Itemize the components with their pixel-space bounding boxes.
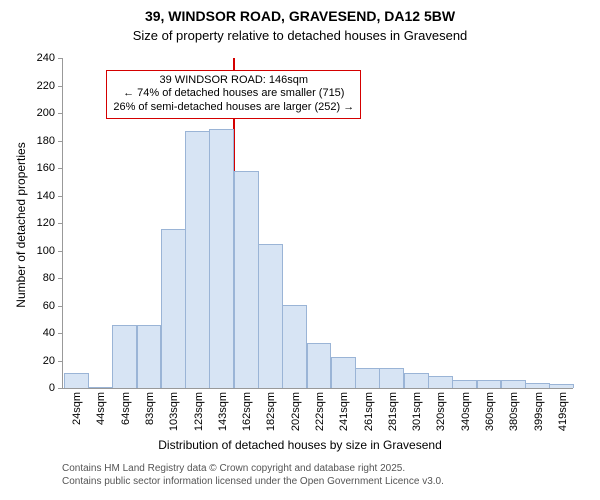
- histogram-bar: [477, 380, 502, 388]
- histogram-bar: [137, 325, 162, 388]
- chart-title-line2: Size of property relative to detached ho…: [0, 28, 600, 43]
- histogram-bar: [234, 171, 259, 388]
- y-tick-label: 120: [37, 217, 63, 229]
- x-tick-label: 360sqm: [484, 388, 496, 431]
- histogram-bar: [161, 229, 186, 388]
- x-tick-label: 83sqm: [144, 388, 156, 425]
- y-axis-label: Number of detached properties: [14, 60, 28, 390]
- annotation-line1: 39 WINDSOR ROAD: 146sqm: [113, 74, 354, 88]
- histogram-bar: [428, 376, 453, 388]
- x-tick-label: 143sqm: [217, 388, 229, 431]
- annotation-line3: 26% of semi-detached houses are larger (…: [113, 101, 354, 115]
- histogram-bar: [112, 325, 137, 388]
- x-tick-label: 103sqm: [168, 388, 180, 431]
- y-tick-label: 220: [37, 80, 63, 92]
- plot-area: 39 WINDSOR ROAD: 146sqm ← 74% of detache…: [62, 58, 573, 389]
- x-tick-label: 301sqm: [411, 388, 423, 431]
- footer-attribution: Contains HM Land Registry data © Crown c…: [62, 462, 444, 488]
- x-tick-label: 380sqm: [508, 388, 520, 431]
- y-tick-label: 0: [49, 382, 63, 394]
- histogram-bar: [404, 373, 429, 388]
- y-tick-label: 240: [37, 52, 63, 64]
- y-tick-label: 180: [37, 135, 63, 147]
- histogram-bar: [258, 244, 283, 388]
- y-tick-label: 160: [37, 162, 63, 174]
- y-tick-label: 140: [37, 190, 63, 202]
- histogram-bar: [501, 380, 526, 388]
- histogram-bar: [331, 357, 356, 388]
- y-tick-label: 100: [37, 245, 63, 257]
- histogram-bar: [282, 305, 307, 389]
- x-axis-label: Distribution of detached houses by size …: [0, 438, 600, 452]
- y-tick-label: 60: [43, 300, 63, 312]
- chart-container: { "layout": { "width": 600, "height": 50…: [0, 0, 600, 500]
- x-tick-label: 162sqm: [241, 388, 253, 431]
- histogram-bar: [185, 131, 210, 388]
- histogram-bar: [452, 380, 477, 388]
- x-tick-label: 123sqm: [193, 388, 205, 431]
- x-tick-label: 222sqm: [314, 388, 326, 431]
- chart-title-line1: 39, WINDSOR ROAD, GRAVESEND, DA12 5BW: [0, 8, 600, 24]
- histogram-bar: [209, 129, 234, 389]
- histogram-bar: [64, 373, 89, 388]
- x-tick-label: 320sqm: [435, 388, 447, 431]
- histogram-bar: [355, 368, 380, 388]
- footer-line1: Contains HM Land Registry data © Crown c…: [62, 462, 444, 475]
- x-tick-label: 44sqm: [95, 388, 107, 425]
- x-tick-label: 182sqm: [265, 388, 277, 431]
- x-tick-label: 64sqm: [120, 388, 132, 425]
- x-tick-label: 202sqm: [290, 388, 302, 431]
- x-tick-label: 24sqm: [71, 388, 83, 425]
- y-tick-label: 200: [37, 107, 63, 119]
- x-tick-label: 281sqm: [387, 388, 399, 431]
- x-tick-label: 241sqm: [338, 388, 350, 431]
- x-tick-label: 261sqm: [363, 388, 375, 431]
- footer-line2: Contains public sector information licen…: [62, 475, 444, 488]
- y-tick-label: 80: [43, 272, 63, 284]
- y-tick-label: 20: [43, 355, 63, 367]
- x-tick-label: 340sqm: [460, 388, 472, 431]
- histogram-bar: [307, 343, 332, 388]
- annotation-box: 39 WINDSOR ROAD: 146sqm ← 74% of detache…: [106, 70, 361, 119]
- x-tick-label: 399sqm: [533, 388, 545, 431]
- annotation-line2: ← 74% of detached houses are smaller (71…: [113, 87, 354, 101]
- y-tick-label: 40: [43, 327, 63, 339]
- x-tick-label: 419sqm: [557, 388, 569, 431]
- histogram-bar: [379, 368, 404, 388]
